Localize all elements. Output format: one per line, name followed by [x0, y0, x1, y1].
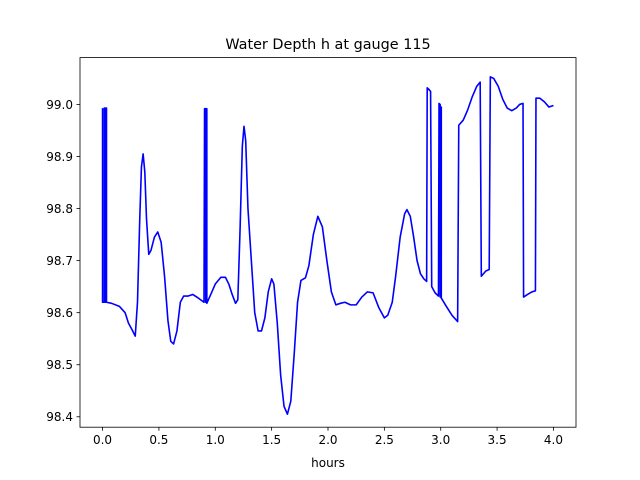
x-tick-label: 0.5 [149, 433, 168, 447]
y-tick-label: 98.8 [46, 202, 73, 216]
water-depth-series-line [101, 76, 554, 415]
y-tick-label: 98.9 [46, 150, 73, 164]
x-tick-label: 3.5 [488, 433, 507, 447]
y-tick-label: 98.4 [46, 410, 73, 424]
x-tick-label: 2.0 [318, 433, 337, 447]
chart-title: Water Depth h at gauge 115 [225, 37, 430, 53]
y-tick-label: 98.7 [46, 254, 73, 268]
y-tick-label: 99.0 [46, 98, 73, 112]
x-tick-label: 1.5 [262, 433, 281, 447]
y-axis: 98.4 98.5 98.6 98.7 98.8 98.9 99.0 [46, 98, 80, 424]
x-tick-label: 3.0 [431, 433, 450, 447]
y-tick-label: 98.5 [46, 358, 73, 372]
x-axis-label: hours [311, 456, 345, 470]
x-tick-label: 1.0 [206, 433, 225, 447]
x-tick-label: 0.0 [93, 433, 112, 447]
x-tick-label: 2.5 [375, 433, 394, 447]
y-tick-label: 98.6 [46, 306, 73, 320]
x-axis: 0.0 0.5 1.0 1.5 2.0 2.5 3.0 3.5 4.0 [93, 427, 563, 447]
x-tick-label: 4.0 [544, 433, 563, 447]
